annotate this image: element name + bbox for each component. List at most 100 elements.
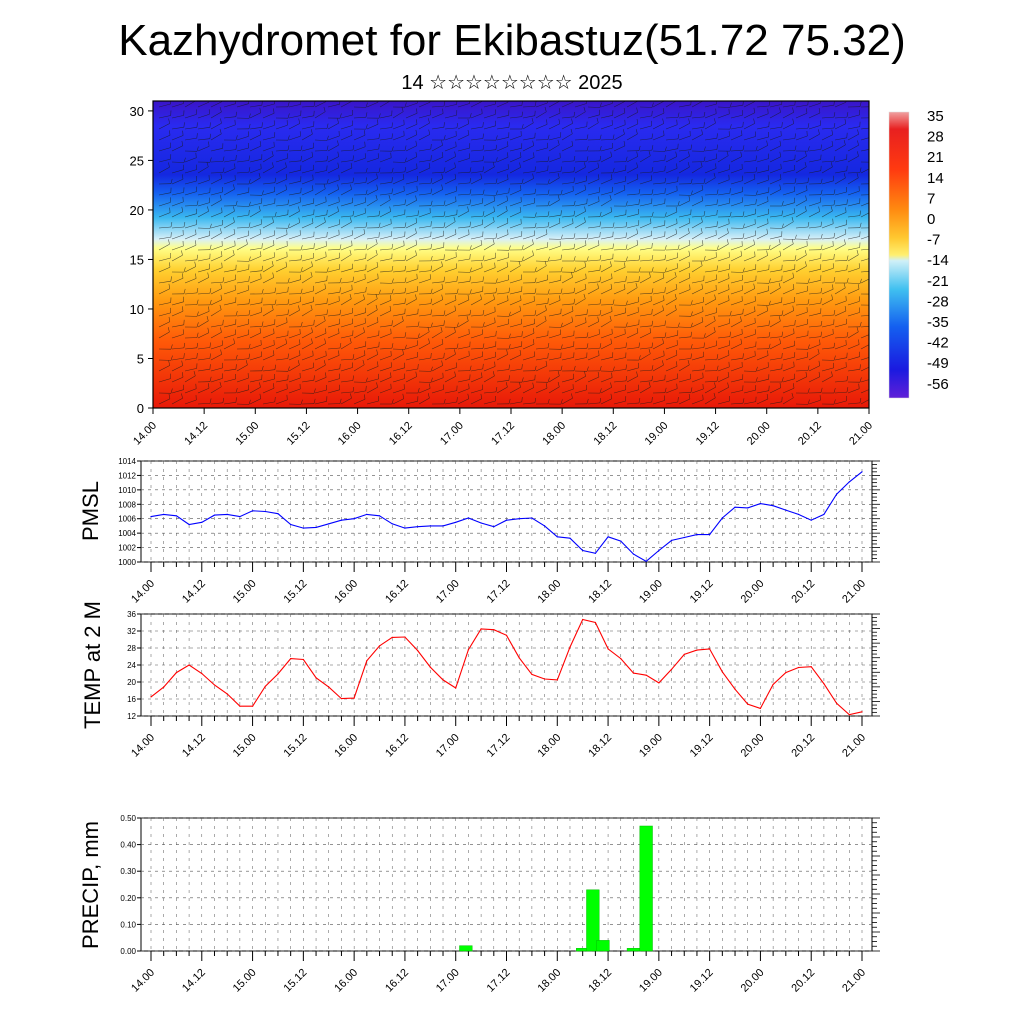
wind-barb bbox=[288, 192, 301, 196]
wind-barb-flag bbox=[573, 287, 576, 293]
wind-barb bbox=[834, 400, 847, 405]
wind-barb bbox=[613, 400, 626, 405]
wind-barb bbox=[808, 133, 820, 141]
wind-barb-flag bbox=[350, 184, 352, 190]
wind-barb bbox=[782, 212, 795, 218]
x-tick-label: 21.00 bbox=[840, 732, 868, 760]
wind-barb bbox=[262, 113, 275, 119]
wind-barb bbox=[795, 323, 808, 328]
wind-barb-flag bbox=[404, 255, 407, 261]
wind-barb-flag bbox=[625, 300, 628, 306]
wind-barb-flag bbox=[521, 111, 523, 117]
wind-barb bbox=[392, 378, 405, 383]
wind-barb-flag bbox=[651, 396, 653, 403]
wind-barb-flag bbox=[508, 122, 510, 128]
wind-barb-flag bbox=[195, 152, 197, 158]
wind-barb bbox=[821, 324, 834, 328]
wind-barb-flag bbox=[573, 298, 576, 304]
wind-barb bbox=[418, 397, 430, 405]
wind-barb bbox=[665, 298, 677, 306]
wind-barb-flag bbox=[377, 361, 379, 367]
wind-barb bbox=[301, 190, 314, 196]
wind-barb-flag bbox=[482, 122, 484, 128]
wind-barb-flag bbox=[873, 289, 874, 294]
wind-barb-flag bbox=[547, 189, 550, 195]
wind-barb-flag bbox=[521, 396, 523, 402]
wind-barb bbox=[431, 126, 444, 130]
wind-barb bbox=[301, 202, 314, 207]
wind-barb-flag bbox=[287, 113, 290, 119]
wind-barb-flag bbox=[170, 388, 173, 394]
wind-barb-flag bbox=[391, 243, 394, 249]
wind-barb-flag bbox=[833, 277, 836, 283]
wind-barb bbox=[691, 221, 703, 229]
wind-barb bbox=[262, 146, 275, 152]
wind-barb bbox=[860, 326, 869, 328]
wind-barb bbox=[496, 300, 509, 306]
wind-barb-flag bbox=[728, 273, 730, 279]
wind-barb bbox=[561, 398, 573, 405]
wind-barb bbox=[769, 401, 782, 405]
wind-barb bbox=[236, 290, 249, 295]
wind-barb bbox=[808, 112, 821, 119]
wind-barb bbox=[171, 135, 184, 141]
wind-barb bbox=[184, 388, 197, 394]
wind-barb-flag bbox=[469, 167, 472, 173]
wind-barb bbox=[639, 386, 651, 394]
wind-barb bbox=[379, 258, 392, 262]
y-tick-label: 1012 bbox=[118, 471, 136, 480]
data-point bbox=[671, 668, 673, 670]
wind-barb-flag bbox=[417, 388, 420, 394]
wind-barb-flag bbox=[260, 273, 262, 279]
precip-bar bbox=[639, 825, 653, 952]
wind-barb bbox=[431, 331, 443, 339]
data-point bbox=[861, 471, 863, 473]
wind-barb bbox=[483, 257, 496, 262]
wind-barb-flag bbox=[703, 364, 705, 370]
wind-barb-flag bbox=[220, 283, 222, 289]
x-tick-label: 18.12 bbox=[586, 732, 614, 760]
wind-barb bbox=[275, 343, 287, 350]
wind-barb-flag bbox=[638, 199, 640, 205]
wind-barb bbox=[366, 378, 379, 383]
wind-barb bbox=[483, 322, 496, 328]
wind-barb bbox=[613, 267, 626, 273]
wind-barb-flag bbox=[547, 298, 549, 304]
wind-barb bbox=[587, 160, 600, 163]
wind-barb bbox=[613, 304, 627, 306]
wind-barb-flag bbox=[521, 245, 524, 250]
wind-barb-flag bbox=[701, 195, 704, 201]
wind-barb-flag bbox=[649, 327, 652, 333]
wind-barb-flag bbox=[469, 189, 472, 195]
wind-barb-flag bbox=[415, 239, 418, 245]
wind-barb-flag bbox=[469, 276, 471, 282]
wind-barb bbox=[223, 188, 235, 196]
wind-barb bbox=[782, 333, 795, 339]
wind-barb-flag bbox=[391, 146, 394, 152]
wind-barb bbox=[340, 342, 352, 350]
wind-barb-flag bbox=[311, 338, 313, 344]
wind-barb bbox=[262, 401, 275, 405]
wind-barb-flag bbox=[482, 144, 485, 151]
wind-barb-flag bbox=[209, 376, 212, 382]
wind-barb bbox=[730, 343, 742, 350]
wind-barb-flag bbox=[793, 361, 795, 367]
wind-barb bbox=[379, 115, 392, 119]
wind-barb-flag bbox=[443, 200, 446, 206]
wind-barb bbox=[548, 245, 561, 251]
wind-barb-flag bbox=[443, 135, 446, 141]
wind-barb-flag bbox=[636, 118, 639, 124]
wind-barb bbox=[652, 203, 665, 207]
wind-barb-flag bbox=[573, 243, 576, 249]
wind-barb bbox=[249, 210, 261, 218]
wind-barb bbox=[678, 222, 691, 229]
data-point bbox=[759, 503, 762, 505]
wind-barb-flag bbox=[391, 167, 394, 173]
wind-barb-flag bbox=[779, 382, 782, 388]
wind-barb-flag bbox=[793, 383, 795, 389]
wind-barb bbox=[587, 259, 601, 262]
wind-barb-flag bbox=[599, 134, 602, 140]
wind-barb bbox=[678, 326, 692, 328]
wind-barb bbox=[262, 191, 275, 196]
wind-barb-flag bbox=[248, 343, 251, 349]
